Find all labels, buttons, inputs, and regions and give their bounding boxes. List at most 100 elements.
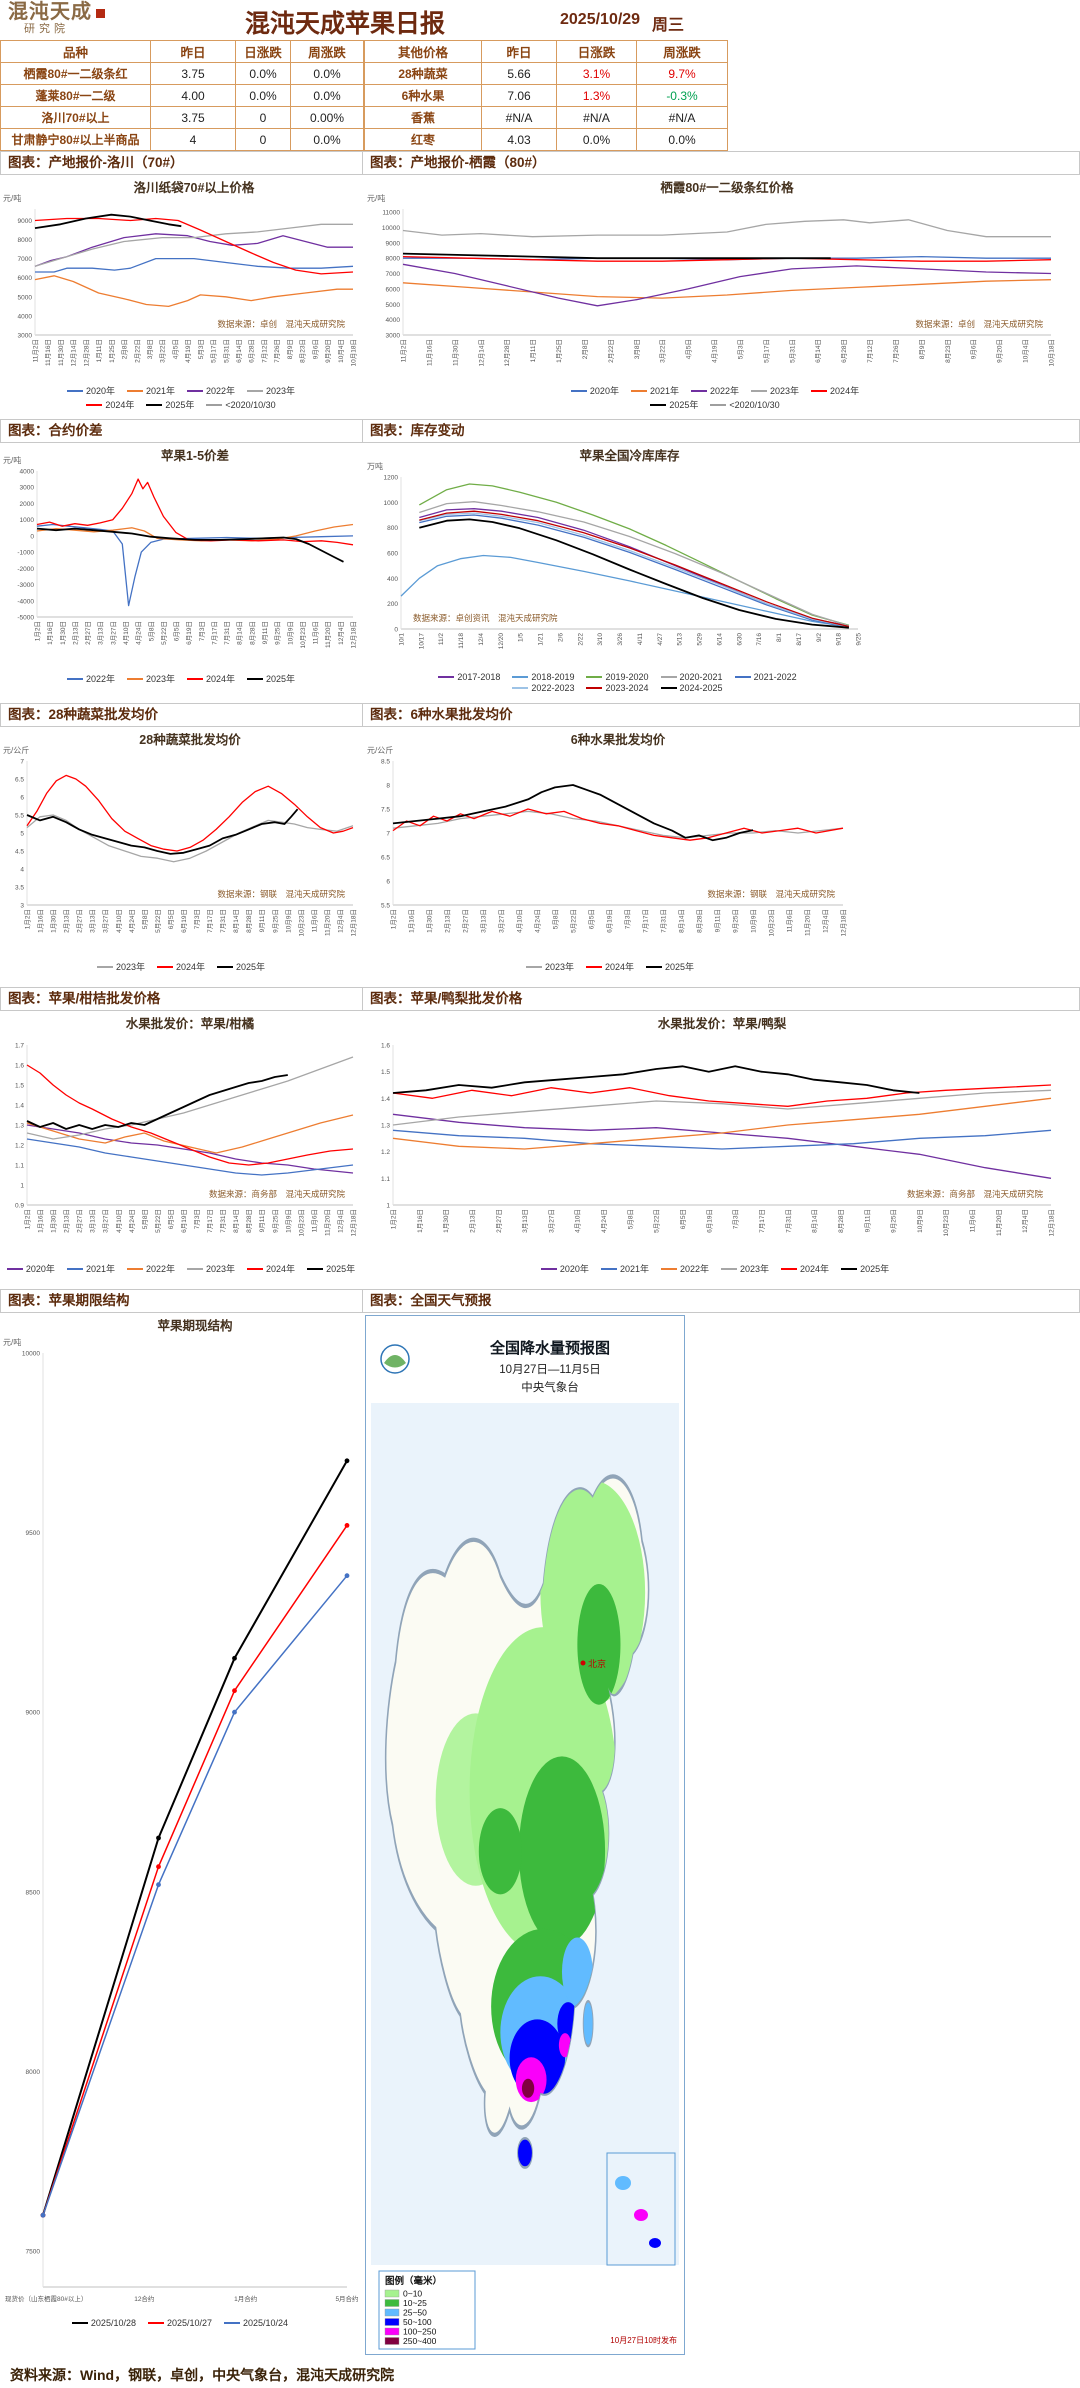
svg-text:12月14日: 12月14日: [477, 339, 485, 366]
svg-text:10月23日: 10月23日: [297, 909, 305, 936]
svg-text:4000: 4000: [20, 469, 35, 476]
svg-text:11/18: 11/18: [458, 633, 465, 649]
legend-item: 2021年: [600, 1262, 649, 1275]
svg-text:0: 0: [394, 627, 398, 634]
svg-text:11月20日: 11月20日: [323, 1209, 331, 1236]
svg-text:200: 200: [387, 601, 398, 608]
svg-text:6月19日: 6月19日: [180, 909, 188, 933]
chart-row-1: 洛川纸袋70#以上价格 元/吨 3000 4000 5000 6000 7000 8000 90…: [0, 175, 1080, 419]
section-title-row: 图表：苹果/柑桔批发价格 图表：苹果/鸭梨批发价格: [0, 987, 1080, 1011]
svg-text:-4000: -4000: [17, 598, 34, 605]
svg-text:8月28日: 8月28日: [245, 1209, 253, 1233]
value-cell: 1.3%: [556, 84, 637, 107]
chart-row-2: 苹果1-5价差 元/吨 -5000 -4000 -3000 -2000 -1000 0 1000…: [0, 443, 1080, 703]
section-title-spread: 图表：合约价差: [0, 419, 363, 443]
chart-term-structure: 苹果期现结构 元/吨 7500 8000 8500 9000 9500 10000 现货价（山东…: [0, 1313, 363, 2359]
svg-text:7: 7: [386, 831, 390, 838]
svg-text:0.9: 0.9: [15, 1203, 24, 1210]
legend-swatch-icon: [147, 2322, 164, 2324]
svg-text:6月19日: 6月19日: [185, 621, 193, 645]
svg-text:9月20日: 9月20日: [996, 339, 1004, 363]
report-date: 2025/10/29: [560, 11, 641, 28]
svg-text:元/吨: 元/吨: [3, 193, 21, 203]
svg-text:3月13日: 3月13日: [480, 909, 488, 933]
svg-text:1/21: 1/21: [538, 633, 545, 646]
svg-text:12月18日: 12月18日: [350, 909, 358, 936]
legend-item: 2025年: [247, 672, 295, 685]
svg-text:12合约: 12合约: [134, 2294, 154, 2303]
svg-text:8月23日: 8月23日: [944, 339, 952, 363]
svg-text:5月8日: 5月8日: [147, 621, 155, 641]
legend-item: 2025年: [841, 1262, 889, 1275]
svg-text:600: 600: [387, 551, 398, 558]
svg-text:10月4日: 10月4日: [1022, 339, 1030, 363]
svg-text:7月31日: 7月31日: [223, 621, 231, 645]
weather-map-box: 全国降水量预报图 10月27日—11月5日 中央气象台 北京 图例（毫米） 0~10 10~…: [363, 1313, 1080, 2359]
legend-item: 2017-2018: [438, 672, 500, 682]
section-title-term: 图表：苹果期限结构: [0, 1289, 363, 1313]
svg-text:11月6日: 11月6日: [786, 909, 794, 932]
svg-text:1月2日: 1月2日: [24, 909, 32, 929]
table-header-cell: 周涨跌: [290, 40, 364, 63]
footer-source: 资料来源：Wind，钢联，卓创，中央气象台，混沌天成研究院: [10, 2367, 395, 2383]
svg-text:1月16日: 1月16日: [416, 1209, 424, 1233]
legend-swatch-icon: [156, 965, 173, 968]
legend-item: 2024年: [86, 398, 134, 411]
svg-text:数据来源：商务部 混沌天成研究院: 数据来源：商务部 混沌天成研究院: [209, 1189, 346, 1199]
chart-veg28: 28种蔬菜批发均价 元/公斤 3 3.5 4 4.5 5 5.5 6 6.5 7 1月2日 1月16日 1…: [0, 727, 363, 987]
svg-text:3月27日: 3月27日: [109, 621, 117, 645]
chart-legend: 2023年 2024年 2025年: [31, 960, 331, 973]
svg-text:5: 5: [20, 831, 24, 838]
svg-text:1月25日: 1月25日: [108, 339, 116, 363]
svg-text:8000: 8000: [18, 237, 33, 244]
svg-text:1.3: 1.3: [381, 1123, 390, 1130]
brand-seal-icon: [96, 9, 105, 18]
svg-text:8月14日: 8月14日: [236, 621, 244, 645]
svg-text:4月10日: 4月10日: [122, 621, 130, 645]
table-row: 甘肃静宁80#以上半商品 4 0 0.0%: [0, 128, 364, 151]
value-cell: 5.66: [481, 62, 557, 85]
legend-swatch-icon: [512, 687, 529, 689]
svg-text:9月11日: 9月11日: [714, 909, 722, 932]
svg-text:12/20: 12/20: [498, 633, 505, 650]
table-row: 洛川70#以上 3.75 0 0.00%: [0, 106, 364, 129]
svg-text:6月5日: 6月5日: [679, 1209, 687, 1229]
svg-text:9月25日: 9月25日: [732, 909, 740, 933]
legend-swatch-icon: [721, 1267, 737, 1270]
svg-text:万吨: 万吨: [367, 461, 383, 471]
price-table-varieties: 品种 昨日 日涨跌 周涨跌 栖霞80#一二级条红 3.75 0.0% 0.0% 蓬莱80#一二级…: [0, 40, 364, 151]
chart-container: 苹果1-5价差 元/吨 -5000 -4000 -3000 -2000 -1000 0 1000…: [1, 445, 361, 685]
brand-logo: 混沌天成 研究院: [8, 1, 105, 34]
legend-swatch-icon: [734, 676, 751, 678]
svg-text:10月27日—11月5日: 10月27日—11月5日: [499, 1364, 600, 1376]
svg-text:5月8日: 5月8日: [141, 1209, 149, 1229]
chart-apple-citrus: 水果批发价：苹果/柑橘 0.9 1 1.1 1.2 1.3 1.4 1.5 1.6 1.7 1月2日…: [0, 1011, 363, 1289]
legend-swatch-icon: [217, 965, 234, 968]
legend-item: 2023年: [247, 384, 295, 397]
svg-text:2月13日: 2月13日: [444, 909, 452, 933]
svg-text:1月合约: 1月合约: [234, 2294, 257, 2303]
svg-text:6月14日: 6月14日: [814, 339, 822, 363]
svg-text:-5000: -5000: [17, 615, 34, 622]
svg-text:6.5: 6.5: [381, 855, 390, 862]
svg-text:3000: 3000: [20, 485, 35, 492]
svg-text:8/1: 8/1: [776, 633, 783, 642]
legend-swatch-icon: [570, 389, 587, 392]
svg-text:400: 400: [387, 576, 398, 583]
svg-text:数据来源：钢联 混沌天成研究院: 数据来源：钢联 混沌天成研究院: [217, 889, 345, 899]
value-cell: 0.0%: [290, 128, 364, 151]
svg-text:2000: 2000: [20, 501, 35, 508]
svg-text:1.6: 1.6: [381, 1043, 390, 1050]
value-cell: #N/A: [481, 106, 557, 129]
svg-text:9月6日: 9月6日: [311, 339, 319, 359]
svg-text:6种水果批发均价: 6种水果批发均价: [571, 732, 666, 747]
legend-swatch-icon: [66, 389, 83, 392]
value-cell: 0: [235, 106, 291, 129]
legend-swatch-icon: [751, 389, 768, 392]
svg-text:8000: 8000: [386, 256, 401, 263]
svg-text:2月13日: 2月13日: [468, 1209, 476, 1233]
svg-text:1月2日: 1月2日: [390, 1209, 398, 1229]
svg-text:9/18: 9/18: [836, 633, 843, 646]
